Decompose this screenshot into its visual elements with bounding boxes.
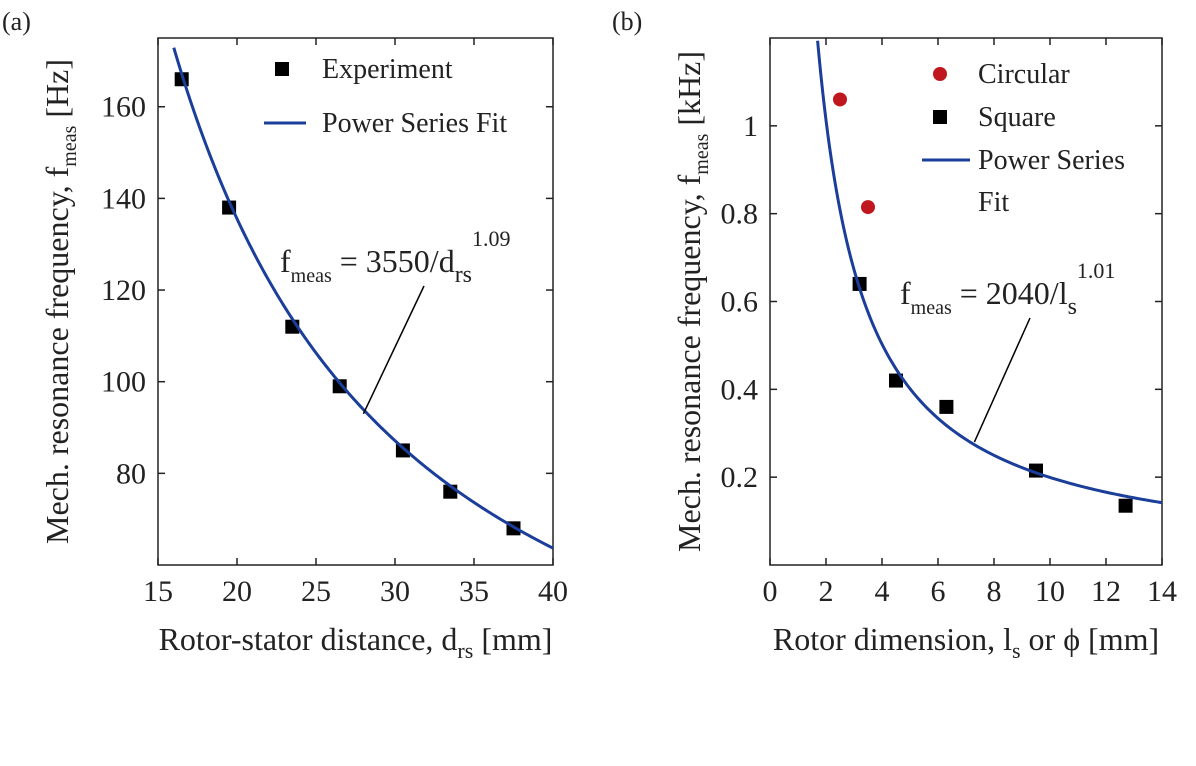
annotation-pointer: [973, 317, 1031, 443]
panel-label: (a): [2, 7, 31, 36]
legend-marker-circle: [933, 67, 947, 81]
x-tick-label: 10: [1035, 575, 1065, 608]
fit-equation: fmeas = 2040/ls1.01: [900, 258, 1115, 320]
fit-line: [172, 47, 553, 550]
y-axis-label: Mech. resonance frequency, fmeas [kHz]: [671, 51, 713, 552]
x-tick-label: 0: [763, 575, 778, 608]
x-tick-label: 40: [538, 575, 568, 608]
x-tick-label: 8: [987, 575, 1002, 608]
x-tick-label: 25: [301, 575, 331, 608]
y-tick-label: 0.2: [721, 461, 759, 494]
y-tick-label: 80: [116, 457, 146, 490]
y-tick-label: 1: [743, 110, 758, 143]
x-tick-label: 12: [1091, 575, 1121, 608]
legend-label: Power Series Fit: [978, 145, 1125, 218]
legend-label: Circular: [978, 59, 1070, 90]
legend-marker-square: [275, 62, 289, 76]
legend-label: Power Series Fit: [322, 108, 507, 139]
y-tick-label: 100: [101, 366, 146, 399]
legend-label: Experiment: [322, 54, 453, 85]
x-tick-label: 14: [1147, 575, 1177, 608]
y-tick-label: 0.8: [721, 198, 759, 231]
y-tick-label: 0.6: [721, 286, 759, 319]
fit-equation: fmeas = 3550/drs1.09: [280, 226, 511, 288]
chart-panel-b: (b) 0 2 4 6 8 10 12 14 0.2 0.4 0.6 0.8 1 Rotor dimensi…: [612, 7, 1177, 663]
legend-label: Square: [978, 102, 1056, 133]
x-axis-label: Rotor dimension, ls or ϕ [mm]: [773, 621, 1159, 663]
annotation-pointer: [362, 285, 425, 415]
data-point-square: [939, 399, 954, 414]
y-tick-label: 140: [101, 182, 146, 215]
y-tick-label: 160: [101, 91, 146, 124]
data-point-square: [395, 443, 410, 458]
x-axis-label: Rotor-stator distance, drs [mm]: [159, 621, 553, 663]
x-tick-label: 20: [222, 575, 252, 608]
y-axis-label: Mech. resonance frequency, fmeas [Hz]: [39, 59, 81, 544]
fit-line: [816, 40, 1162, 505]
x-tick-label: 30: [380, 575, 410, 608]
legend-marker-square: [933, 110, 947, 124]
data-point-square: [332, 379, 347, 394]
x-tick-label: 4: [875, 575, 890, 608]
data-point-square: [889, 373, 903, 388]
data-point-circle: [833, 92, 847, 107]
x-tick-label: 35: [459, 575, 489, 608]
data-point-circle: [861, 200, 875, 215]
panel-label: (b): [612, 7, 642, 36]
x-tick-label: 6: [931, 575, 946, 608]
chart-panel-a: (a) 15 20 25 30 35 40 80 100 120 140 160 Rotor-stato…: [2, 7, 568, 663]
y-tick-label: 0.4: [721, 373, 759, 406]
y-tick-label: 120: [101, 274, 146, 307]
x-tick-label: 2: [819, 575, 834, 608]
data-point-square: [1118, 498, 1133, 513]
x-tick-label: 15: [143, 575, 173, 608]
plot-frame: [157, 37, 554, 566]
